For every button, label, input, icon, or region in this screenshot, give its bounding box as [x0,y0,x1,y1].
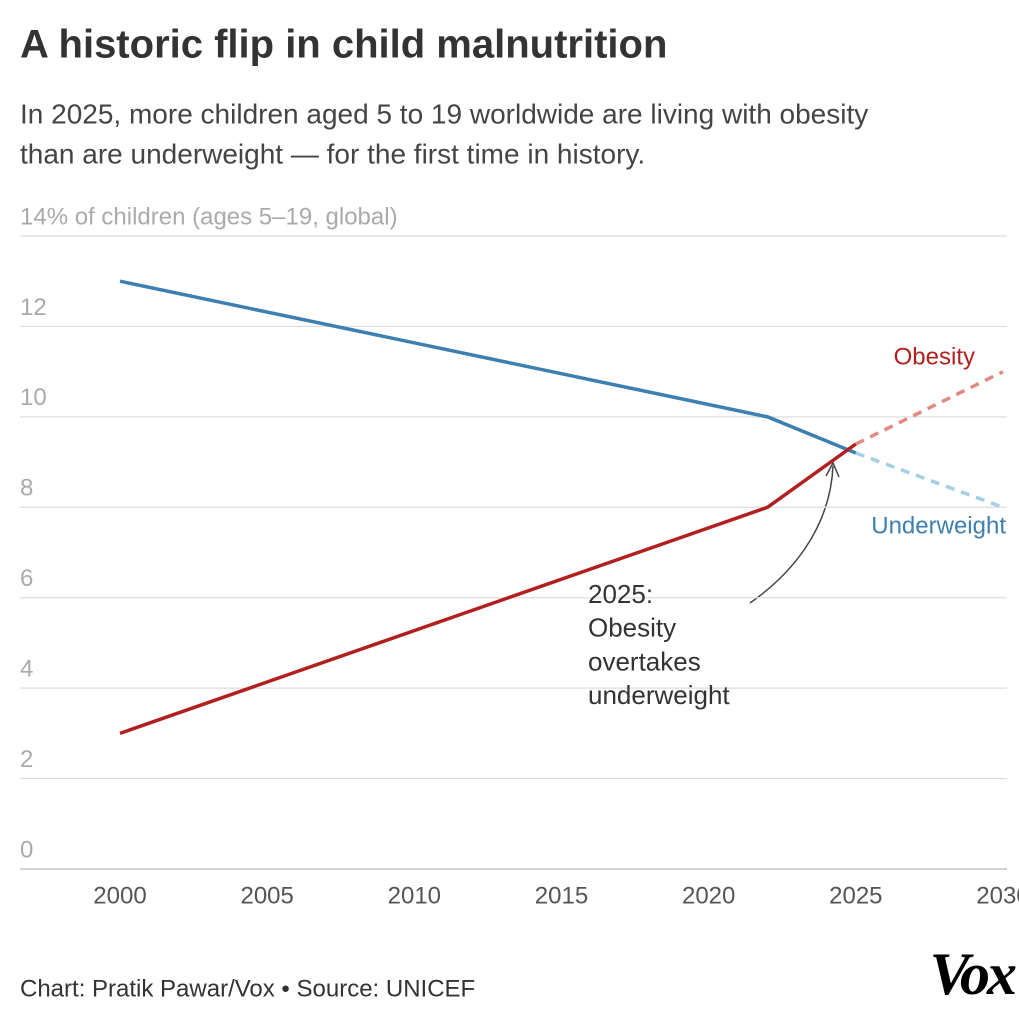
series-line [119,442,857,736]
annotation-arrowhead [825,461,840,478]
x-tick-label: 2025 [829,882,882,909]
subtitle: In 2025, more children aged 5 to 19 worl… [20,98,868,129]
x-tick-label: 2030 [976,882,1019,909]
y-tick-label: 0 [20,836,33,863]
y-tick-label: 4 [20,655,33,682]
subtitle: than are underweight — for the first tim… [20,138,645,169]
annotation-text: 2025: [588,579,653,609]
annotation-text: Obesity [588,613,676,643]
x-tick-label: 2010 [388,882,441,909]
x-tick-label: 2005 [240,882,293,909]
x-tick-label: 2000 [93,882,146,909]
series-label: Underweight [871,512,1006,539]
y-tick-label: 8 [20,475,33,502]
chart-title: A historic flip in child malnutrition [20,23,667,67]
logo: Vox [930,941,1016,1007]
projection-line [855,451,1004,509]
x-tick-label: 2020 [682,882,735,909]
annotation-arrow [749,465,834,604]
footer-credit: Chart: Pratik Pawar/Vox • Source: UNICEF [20,975,475,1002]
y-tick-label: 2 [20,746,33,773]
y-tick-label: 14% of children (ages 5–19, global) [20,203,398,230]
projection-line [855,370,1004,446]
series-label: Obesity [894,343,975,370]
series-line [119,279,857,455]
y-tick-label: 6 [20,565,33,592]
y-tick-label: 10 [20,384,47,411]
annotation-text: underweight [588,680,730,710]
x-tick-label: 2015 [535,882,588,909]
annotation-text: overtakes [588,646,701,676]
y-tick-label: 12 [20,294,47,321]
